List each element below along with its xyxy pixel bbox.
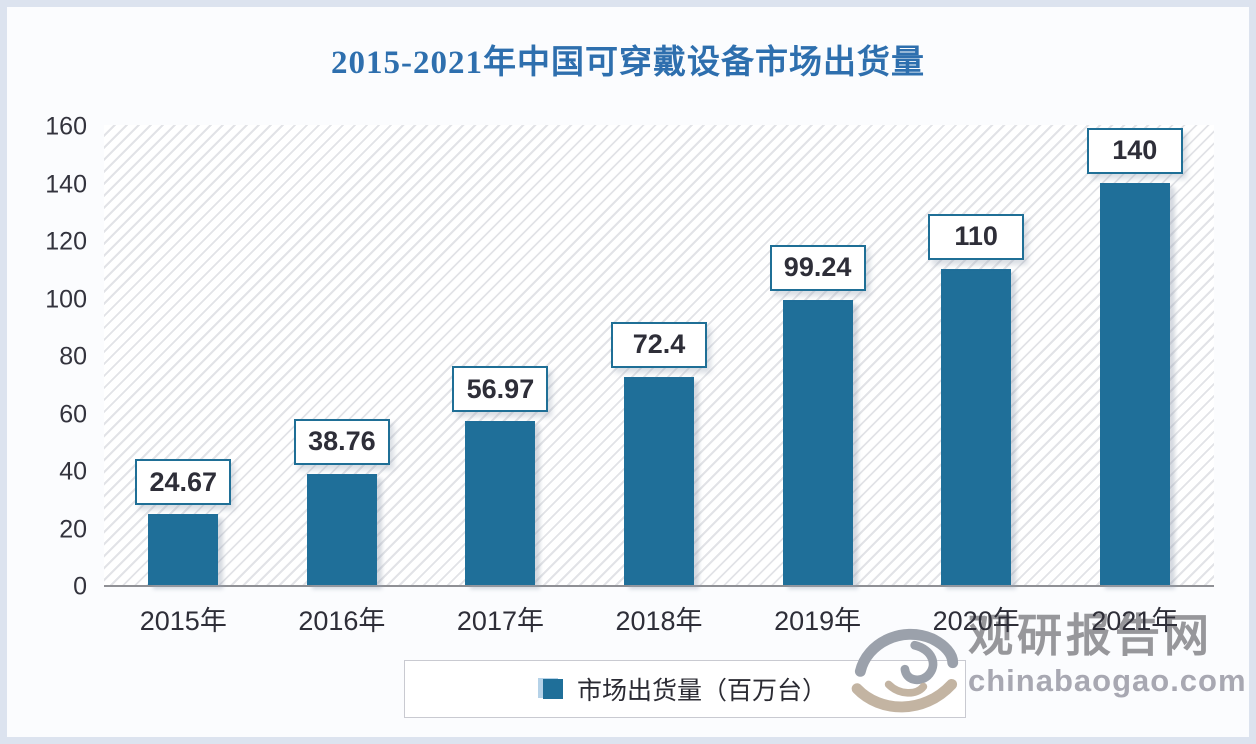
legend-marker-square <box>542 679 563 699</box>
bar-column: 110 <box>897 125 1056 585</box>
bar <box>782 299 853 585</box>
bar-column: 140 <box>1055 125 1214 585</box>
y-axis-label: 0 <box>73 572 87 601</box>
x-axis-label: 2020年 <box>932 606 1020 636</box>
bar <box>148 514 219 585</box>
bar-column: 72.4 <box>580 125 739 585</box>
legend-label: 市场出货量（百万台） <box>576 677 827 705</box>
watermark-site-url: chinabaogao.com <box>968 662 1247 698</box>
x-axis-label: 2021年 <box>1091 606 1179 636</box>
bar-value-label: 72.4 <box>611 321 708 368</box>
bar-value-label: 99.24 <box>769 244 866 291</box>
bar-column: 38.76 <box>263 125 422 585</box>
x-axis-label: 2018年 <box>615 606 703 636</box>
bar-column: 56.97 <box>421 125 580 585</box>
chart-title: 2015-2021年中国可穿戴设备市场出货量 <box>331 45 925 81</box>
y-axis-label: 20 <box>59 515 87 543</box>
y-axis-label: 80 <box>59 342 87 371</box>
bar-value-label: 24.67 <box>135 459 232 506</box>
bar <box>624 376 695 585</box>
bar <box>465 421 536 585</box>
chart-plot-area: 24.67 38.76 56.97 72.4 99.24 110 140 <box>104 125 1214 587</box>
y-axis-label: 120 <box>45 227 87 256</box>
bar <box>306 473 377 585</box>
x-axis: 2015年 2016年 2017年 2018年 2019年 2020年 2021年 <box>104 599 1214 638</box>
chart-panel: 2015-2021年中国可穿戴设备市场出货量 0 20 40 60 80 100 120 14… <box>7 7 1249 737</box>
bar-column: 24.67 <box>104 125 263 585</box>
bar <box>1099 182 1170 585</box>
y-axis-label: 60 <box>59 400 87 428</box>
x-axis-label: 2019年 <box>774 606 862 636</box>
x-axis-label: 2016年 <box>298 606 386 636</box>
bar-value-label: 38.76 <box>293 418 390 465</box>
y-axis: 0 20 40 60 80 100 120 140 160 <box>7 114 87 599</box>
bar-column: 99.24 <box>738 125 897 585</box>
x-axis-label: 2015年 <box>139 606 227 636</box>
bar-value-label: 140 <box>1086 127 1183 174</box>
bar <box>941 268 1012 585</box>
bars-container: 24.67 38.76 56.97 72.4 99.24 110 140 <box>104 125 1214 585</box>
watermark-site-name: 观研报告网 <box>968 610 1214 661</box>
y-axis-label: 100 <box>45 285 87 313</box>
x-axis-label: 2017年 <box>456 606 544 636</box>
watermark-text: 观研报告网 chinabaogao.com <box>968 611 1247 698</box>
bar-value-label: 56.97 <box>452 366 549 413</box>
y-axis-label: 140 <box>45 170 87 198</box>
swirl-logo-icon <box>850 617 962 722</box>
watermark: 观研报告网 chinabaogao.com <box>850 603 1246 723</box>
y-axis-label: 160 <box>45 112 87 141</box>
legend-box: 市场出货量（百万台） <box>404 660 966 718</box>
bar-value-label: 110 <box>928 213 1025 260</box>
y-axis-label: 40 <box>59 457 87 486</box>
